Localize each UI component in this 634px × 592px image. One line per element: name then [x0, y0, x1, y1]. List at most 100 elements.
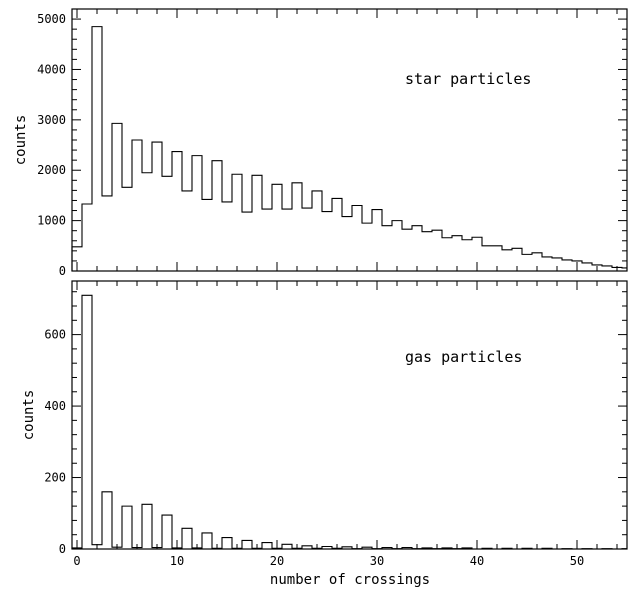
star-bin-31 — [382, 226, 392, 271]
gas-bin-45 — [522, 548, 532, 549]
star-bin-45 — [522, 254, 532, 271]
star-bin-53 — [602, 266, 612, 271]
gas-x-tick-label: 20 — [270, 554, 284, 568]
star-bin-15 — [222, 202, 232, 271]
star-y-tick-label: 1000 — [37, 214, 66, 228]
gas-bin-15 — [222, 538, 232, 549]
star-bin-20 — [272, 184, 282, 271]
gas-bin-47 — [542, 548, 552, 549]
star-bin-47 — [542, 257, 552, 271]
gas-y-tick-label: 200 — [44, 471, 66, 485]
gas-bin-1 — [82, 295, 92, 549]
star-bin-11 — [182, 191, 192, 271]
gas-bin-43 — [502, 548, 512, 549]
gas-histogram-outline — [71, 294, 627, 550]
gas-bin-29 — [362, 547, 372, 549]
star-bin-49 — [562, 260, 572, 271]
gas-particles-panel: 0 10 20 30 40 50 0 200 400 600 gas particles cou… — [21, 280, 628, 588]
star-y-tick-label: 5000 — [37, 12, 66, 26]
gas-x-tick-label: 50 — [570, 554, 584, 568]
star-bin-38 — [452, 236, 462, 271]
gas-bin-13 — [202, 533, 212, 549]
gas-y-ticks: 0 200 400 600 — [44, 291, 627, 556]
gas-bin-7 — [142, 504, 152, 549]
gas-histogram-bins — [72, 295, 627, 549]
star-bin-41 — [482, 246, 492, 271]
gas-y-tick-label: 600 — [44, 328, 66, 342]
star-bin-3 — [102, 196, 112, 271]
star-bin-5 — [122, 187, 132, 271]
star-bin-2 — [92, 27, 102, 271]
star-bin-1 — [82, 204, 92, 271]
star-particles-panel: 0 1000 2000 3000 4000 5000 star particles cou… — [13, 8, 628, 278]
star-bin-36 — [432, 230, 442, 271]
star-bin-33 — [402, 229, 412, 271]
star-y-tick-label: 3000 — [37, 113, 66, 127]
star-bin-14 — [212, 161, 222, 271]
gas-x-tick-label: 10 — [170, 554, 184, 568]
gas-bin-35 — [422, 548, 432, 549]
star-bin-29 — [362, 223, 372, 271]
star-bin-39 — [462, 240, 472, 271]
gas-bin-19 — [262, 543, 272, 549]
star-bin-22 — [292, 183, 302, 271]
star-y-axis-label: counts — [13, 115, 29, 166]
gas-bin-23 — [302, 546, 312, 549]
gas-bin-11 — [182, 528, 192, 549]
star-bin-30 — [372, 210, 382, 271]
star-bin-35 — [422, 232, 432, 271]
star-bin-25 — [322, 212, 332, 271]
gas-bin-31 — [382, 548, 392, 549]
gas-bin-33 — [402, 548, 412, 549]
star-x-ticks — [76, 9, 618, 271]
star-bin-7 — [142, 173, 152, 271]
star-bin-21 — [282, 209, 292, 271]
gas-x-tick-label: 30 — [370, 554, 384, 568]
star-y-tick-label: 0 — [59, 264, 66, 278]
star-bin-9 — [162, 176, 172, 271]
x-axis-label: number of crossings — [270, 572, 430, 588]
star-bin-37 — [442, 238, 452, 271]
star-bin-4 — [112, 123, 122, 271]
gas-panel-frame — [71, 280, 628, 550]
gas-bin-3 — [102, 492, 112, 549]
gas-bin-5 — [122, 506, 132, 549]
gas-x-tick-label: 40 — [470, 554, 484, 568]
star-bin-17 — [242, 212, 252, 271]
star-bin-43 — [502, 250, 512, 271]
star-y-tick-label: 2000 — [37, 163, 66, 177]
gas-bin-41 — [482, 548, 492, 549]
star-y-tick-label: 4000 — [37, 62, 66, 76]
gas-bin-17 — [242, 540, 252, 549]
star-bin-16 — [232, 174, 242, 271]
star-histogram-outline — [71, 26, 627, 271]
gas-x-tick-label: 0 — [73, 554, 80, 568]
star-bin-12 — [192, 156, 202, 271]
star-bin-23 — [302, 208, 312, 271]
star-bin-51 — [582, 263, 592, 271]
star-bin-27 — [342, 217, 352, 271]
star-bin-34 — [412, 226, 422, 271]
star-bin-10 — [172, 152, 182, 271]
gas-particles-annotation: gas particles — [405, 348, 522, 366]
star-bin-8 — [152, 142, 162, 271]
gas-y-tick-label: 0 — [59, 542, 66, 556]
star-bin-13 — [202, 199, 212, 271]
star-bin-26 — [332, 198, 342, 271]
star-bin-32 — [392, 221, 402, 271]
gas-bin-27 — [342, 547, 352, 549]
star-particles-annotation: star particles — [405, 70, 531, 88]
gas-bin-39 — [462, 548, 472, 549]
gas-bin-25 — [322, 547, 332, 550]
star-y-ticks: 0 1000 2000 3000 4000 5000 — [37, 8, 627, 278]
star-histogram-bins — [72, 27, 627, 271]
star-bin-24 — [312, 191, 322, 271]
star-bin-6 — [132, 140, 142, 271]
gas-bin-21 — [282, 544, 292, 549]
gas-bin-37 — [442, 548, 452, 549]
gas-bin-9 — [162, 515, 172, 549]
star-bin-19 — [262, 209, 272, 271]
star-bin-28 — [352, 206, 362, 272]
gas-y-axis-label: counts — [21, 390, 37, 441]
